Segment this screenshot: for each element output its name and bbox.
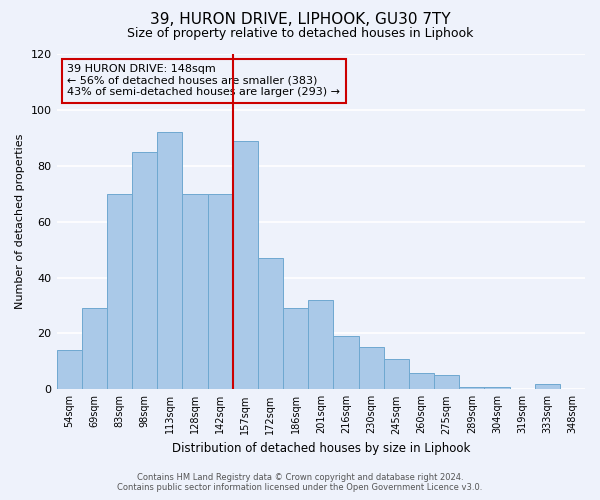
Text: Size of property relative to detached houses in Liphook: Size of property relative to detached ho… — [127, 28, 473, 40]
X-axis label: Distribution of detached houses by size in Liphook: Distribution of detached houses by size … — [172, 442, 470, 455]
Bar — [56, 350, 82, 390]
Bar — [459, 386, 484, 390]
Bar — [233, 140, 258, 390]
Bar — [258, 258, 283, 390]
Bar — [107, 194, 132, 390]
Bar — [535, 384, 560, 390]
Bar — [383, 358, 409, 390]
Text: 39 HURON DRIVE: 148sqm
← 56% of detached houses are smaller (383)
43% of semi-de: 39 HURON DRIVE: 148sqm ← 56% of detached… — [67, 64, 340, 98]
Bar — [409, 372, 434, 390]
Bar — [434, 376, 459, 390]
Bar — [359, 348, 383, 390]
Bar — [157, 132, 182, 390]
Bar — [334, 336, 359, 390]
Bar — [132, 152, 157, 390]
Bar — [182, 194, 208, 390]
Bar — [82, 308, 107, 390]
Text: 39, HURON DRIVE, LIPHOOK, GU30 7TY: 39, HURON DRIVE, LIPHOOK, GU30 7TY — [149, 12, 451, 28]
Bar — [308, 300, 334, 390]
Bar — [208, 194, 233, 390]
Text: Contains HM Land Registry data © Crown copyright and database right 2024.
Contai: Contains HM Land Registry data © Crown c… — [118, 473, 482, 492]
Bar — [283, 308, 308, 390]
Bar — [484, 386, 509, 390]
Y-axis label: Number of detached properties: Number of detached properties — [15, 134, 25, 310]
